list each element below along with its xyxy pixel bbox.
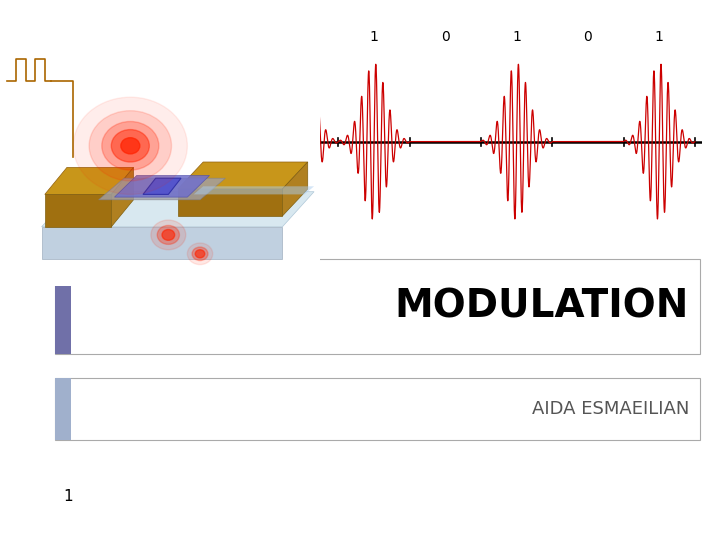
Polygon shape: [42, 192, 314, 227]
Polygon shape: [99, 178, 225, 200]
Text: 0: 0: [583, 30, 593, 44]
Text: 1: 1: [512, 30, 521, 44]
Bar: [55, 378, 71, 440]
Text: 0: 0: [441, 30, 450, 44]
Circle shape: [162, 230, 175, 240]
Circle shape: [187, 243, 212, 265]
Circle shape: [151, 220, 186, 250]
Circle shape: [192, 247, 208, 261]
Polygon shape: [45, 167, 133, 194]
Polygon shape: [42, 227, 282, 259]
Text: 1: 1: [63, 489, 73, 504]
Polygon shape: [114, 176, 210, 197]
Text: MODULATION: MODULATION: [395, 287, 689, 326]
Bar: [55, 259, 71, 354]
Polygon shape: [194, 186, 314, 194]
Polygon shape: [282, 162, 307, 216]
Circle shape: [112, 130, 149, 162]
Text: 1: 1: [654, 30, 664, 44]
Circle shape: [89, 111, 171, 181]
Polygon shape: [178, 162, 307, 189]
Circle shape: [121, 138, 140, 154]
Circle shape: [157, 226, 179, 244]
Text: Transmitted: Transmitted: [179, 126, 264, 139]
Polygon shape: [178, 189, 282, 216]
Circle shape: [102, 122, 159, 170]
Polygon shape: [112, 167, 133, 227]
Text: 1: 1: [369, 30, 379, 44]
Circle shape: [195, 249, 204, 258]
Polygon shape: [143, 178, 181, 194]
Bar: [55, 378, 700, 440]
Bar: [55, 259, 700, 354]
Text: 1: 1: [298, 30, 307, 44]
Circle shape: [73, 97, 187, 194]
Polygon shape: [45, 194, 112, 227]
Text: AIDA ESMAEILIAN: AIDA ESMAEILIAN: [531, 400, 689, 418]
